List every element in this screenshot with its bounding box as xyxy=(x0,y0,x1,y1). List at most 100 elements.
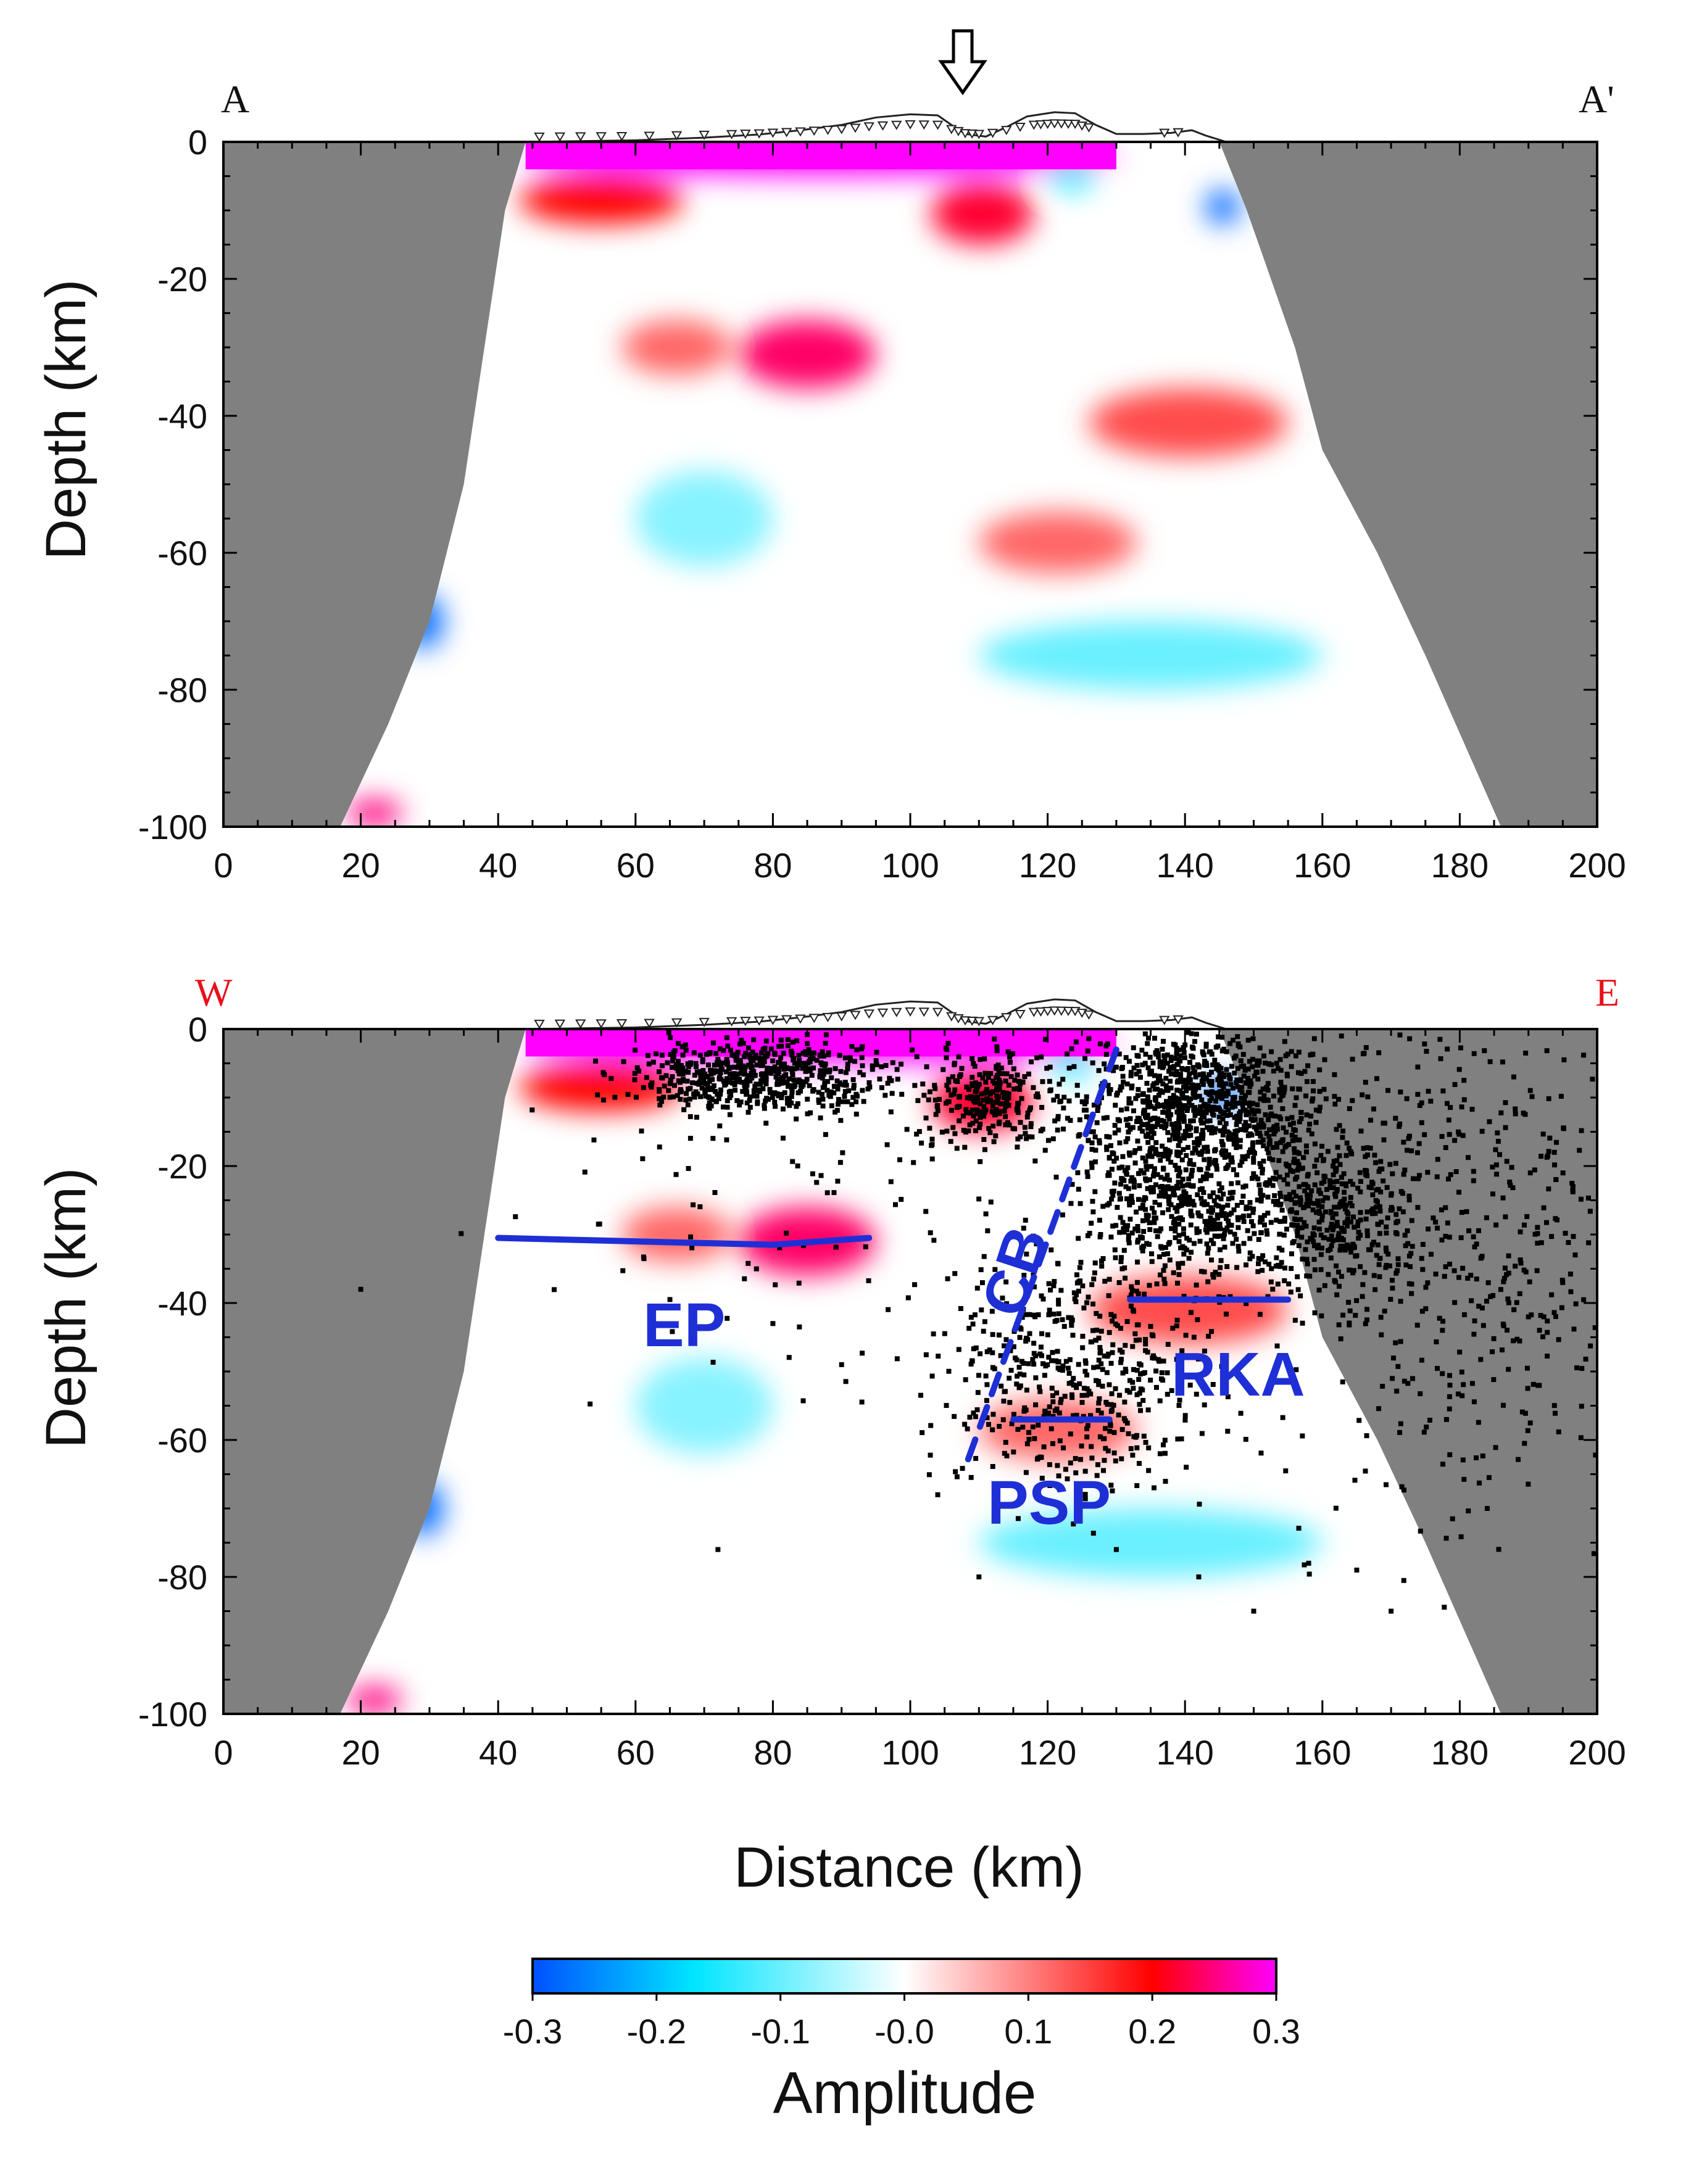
earthquake-point xyxy=(791,1056,797,1061)
earthquake-point xyxy=(924,1064,929,1070)
earthquake-point xyxy=(1147,1283,1152,1288)
earthquake-point xyxy=(1491,1377,1497,1383)
earthquake-point xyxy=(1226,1212,1232,1217)
earthquake-point xyxy=(1108,1483,1114,1488)
earthquake-point xyxy=(1291,1127,1297,1132)
earthquake-point xyxy=(1160,1143,1165,1149)
earthquake-point xyxy=(673,1062,679,1067)
earthquake-point xyxy=(1025,1110,1031,1115)
earthquake-point xyxy=(683,1048,689,1053)
earthquake-point xyxy=(1114,1156,1119,1161)
earthquake-point xyxy=(1277,1218,1283,1224)
earthquake-point xyxy=(1086,1389,1092,1394)
earthquake-point xyxy=(1101,1115,1107,1121)
earthquake-point xyxy=(1421,1429,1427,1435)
earthquake-point xyxy=(1237,1119,1242,1124)
station-icon xyxy=(973,1017,985,1027)
earthquake-point xyxy=(1300,1320,1305,1326)
earthquake-point xyxy=(1094,1310,1099,1316)
earthquake-point xyxy=(1292,1135,1298,1140)
earthquake-point xyxy=(1209,1096,1215,1101)
earthquake-point xyxy=(795,1062,801,1067)
earthquake-point xyxy=(1166,1201,1172,1206)
earthquake-point xyxy=(1401,1172,1406,1177)
earthquake-point xyxy=(1218,1196,1224,1202)
earthquake-point xyxy=(1052,1279,1057,1284)
earthquake-point xyxy=(1318,1267,1324,1272)
earthquake-point xyxy=(1199,1431,1205,1436)
earthquake-point xyxy=(738,1099,744,1105)
earthquake-point xyxy=(1543,1220,1549,1225)
earthquake-point xyxy=(1527,1420,1533,1426)
earthquake-point xyxy=(1176,1239,1182,1244)
earthquake-point xyxy=(1225,1394,1231,1399)
earthquake-point xyxy=(1076,1133,1081,1139)
earthquake-point xyxy=(1170,1325,1176,1331)
earthquake-point xyxy=(1044,1065,1050,1071)
earthquake-point xyxy=(1202,1269,1207,1275)
earthquake-point xyxy=(953,1469,958,1475)
earthquake-point xyxy=(1377,1209,1383,1214)
earthquake-point xyxy=(1572,1252,1578,1258)
earthquake-point xyxy=(1006,1102,1011,1108)
colorbar-tick-label: 0.2 xyxy=(1128,2012,1176,2051)
earthquake-point xyxy=(1342,1220,1348,1225)
bottom-frame xyxy=(222,1028,1598,1715)
earthquake-point xyxy=(1011,1344,1016,1349)
earthquake-point xyxy=(1438,1056,1443,1062)
earthquake-point xyxy=(1081,1107,1087,1113)
earthquake-point xyxy=(1003,1337,1009,1342)
earthquake-point xyxy=(1327,1181,1333,1187)
earthquake-point xyxy=(1103,1399,1109,1405)
earthquake-point xyxy=(601,1097,607,1102)
earthquake-point xyxy=(1356,1418,1362,1423)
earthquake-point xyxy=(1372,1152,1377,1158)
earthquake-point xyxy=(1179,1079,1184,1085)
earthquake-point xyxy=(1096,1335,1102,1341)
earthquake-point xyxy=(1313,1107,1319,1113)
earthquake-point xyxy=(1556,1337,1561,1342)
earthquake-point xyxy=(1318,1232,1324,1238)
station-icon xyxy=(575,1019,586,1029)
colorbar-tick-label: -0.0 xyxy=(874,2012,934,2051)
earthquake-point xyxy=(1157,1451,1163,1457)
earthquake-point xyxy=(1118,1325,1123,1331)
earthquake-point xyxy=(1222,1090,1227,1096)
earthquake-point xyxy=(1147,1099,1152,1105)
earthquake-point xyxy=(919,1140,924,1146)
earthquake-point xyxy=(1308,1114,1314,1119)
earthquake-point xyxy=(1204,1119,1210,1124)
earthquake-point xyxy=(1004,1453,1010,1458)
earthquake-point xyxy=(1344,1209,1350,1215)
earthquake-point xyxy=(1181,1251,1187,1257)
earthquake-point xyxy=(1252,1073,1258,1079)
earthquake-point xyxy=(1551,1403,1557,1408)
earthquake-point xyxy=(1247,1200,1253,1206)
earthquake-point xyxy=(1419,1120,1424,1125)
earthquake-point xyxy=(807,1068,813,1073)
earthquake-point xyxy=(1206,1209,1211,1214)
earthquake-point xyxy=(1089,1339,1095,1345)
earthquake-point xyxy=(1192,1105,1198,1111)
earthquake-point xyxy=(1274,1343,1280,1349)
earthquake-point xyxy=(1255,1102,1260,1107)
earthquake-point xyxy=(1174,1152,1179,1157)
earthquake-point xyxy=(1195,1192,1200,1197)
earthquake-point xyxy=(1116,1412,1121,1418)
earthquake-point xyxy=(625,1091,631,1097)
earthquake-point xyxy=(1176,1233,1182,1238)
earthquake-point xyxy=(1157,1185,1163,1190)
earthquake-point xyxy=(863,1244,868,1249)
earthquake-point xyxy=(1318,1152,1324,1158)
earthquake-point xyxy=(1039,1331,1045,1336)
earthquake-point xyxy=(1208,1173,1214,1178)
earthquake-point xyxy=(984,1086,990,1092)
earthquake-point xyxy=(1588,1343,1593,1349)
earthquake-point xyxy=(1177,1088,1183,1094)
earthquake-point xyxy=(1222,1244,1227,1250)
earthquake-point xyxy=(1221,1211,1227,1217)
earthquake-point xyxy=(954,1474,960,1479)
down-arrow-icon xyxy=(938,29,987,96)
earthquake-point xyxy=(668,1052,673,1057)
earthquake-point xyxy=(1102,1061,1107,1067)
